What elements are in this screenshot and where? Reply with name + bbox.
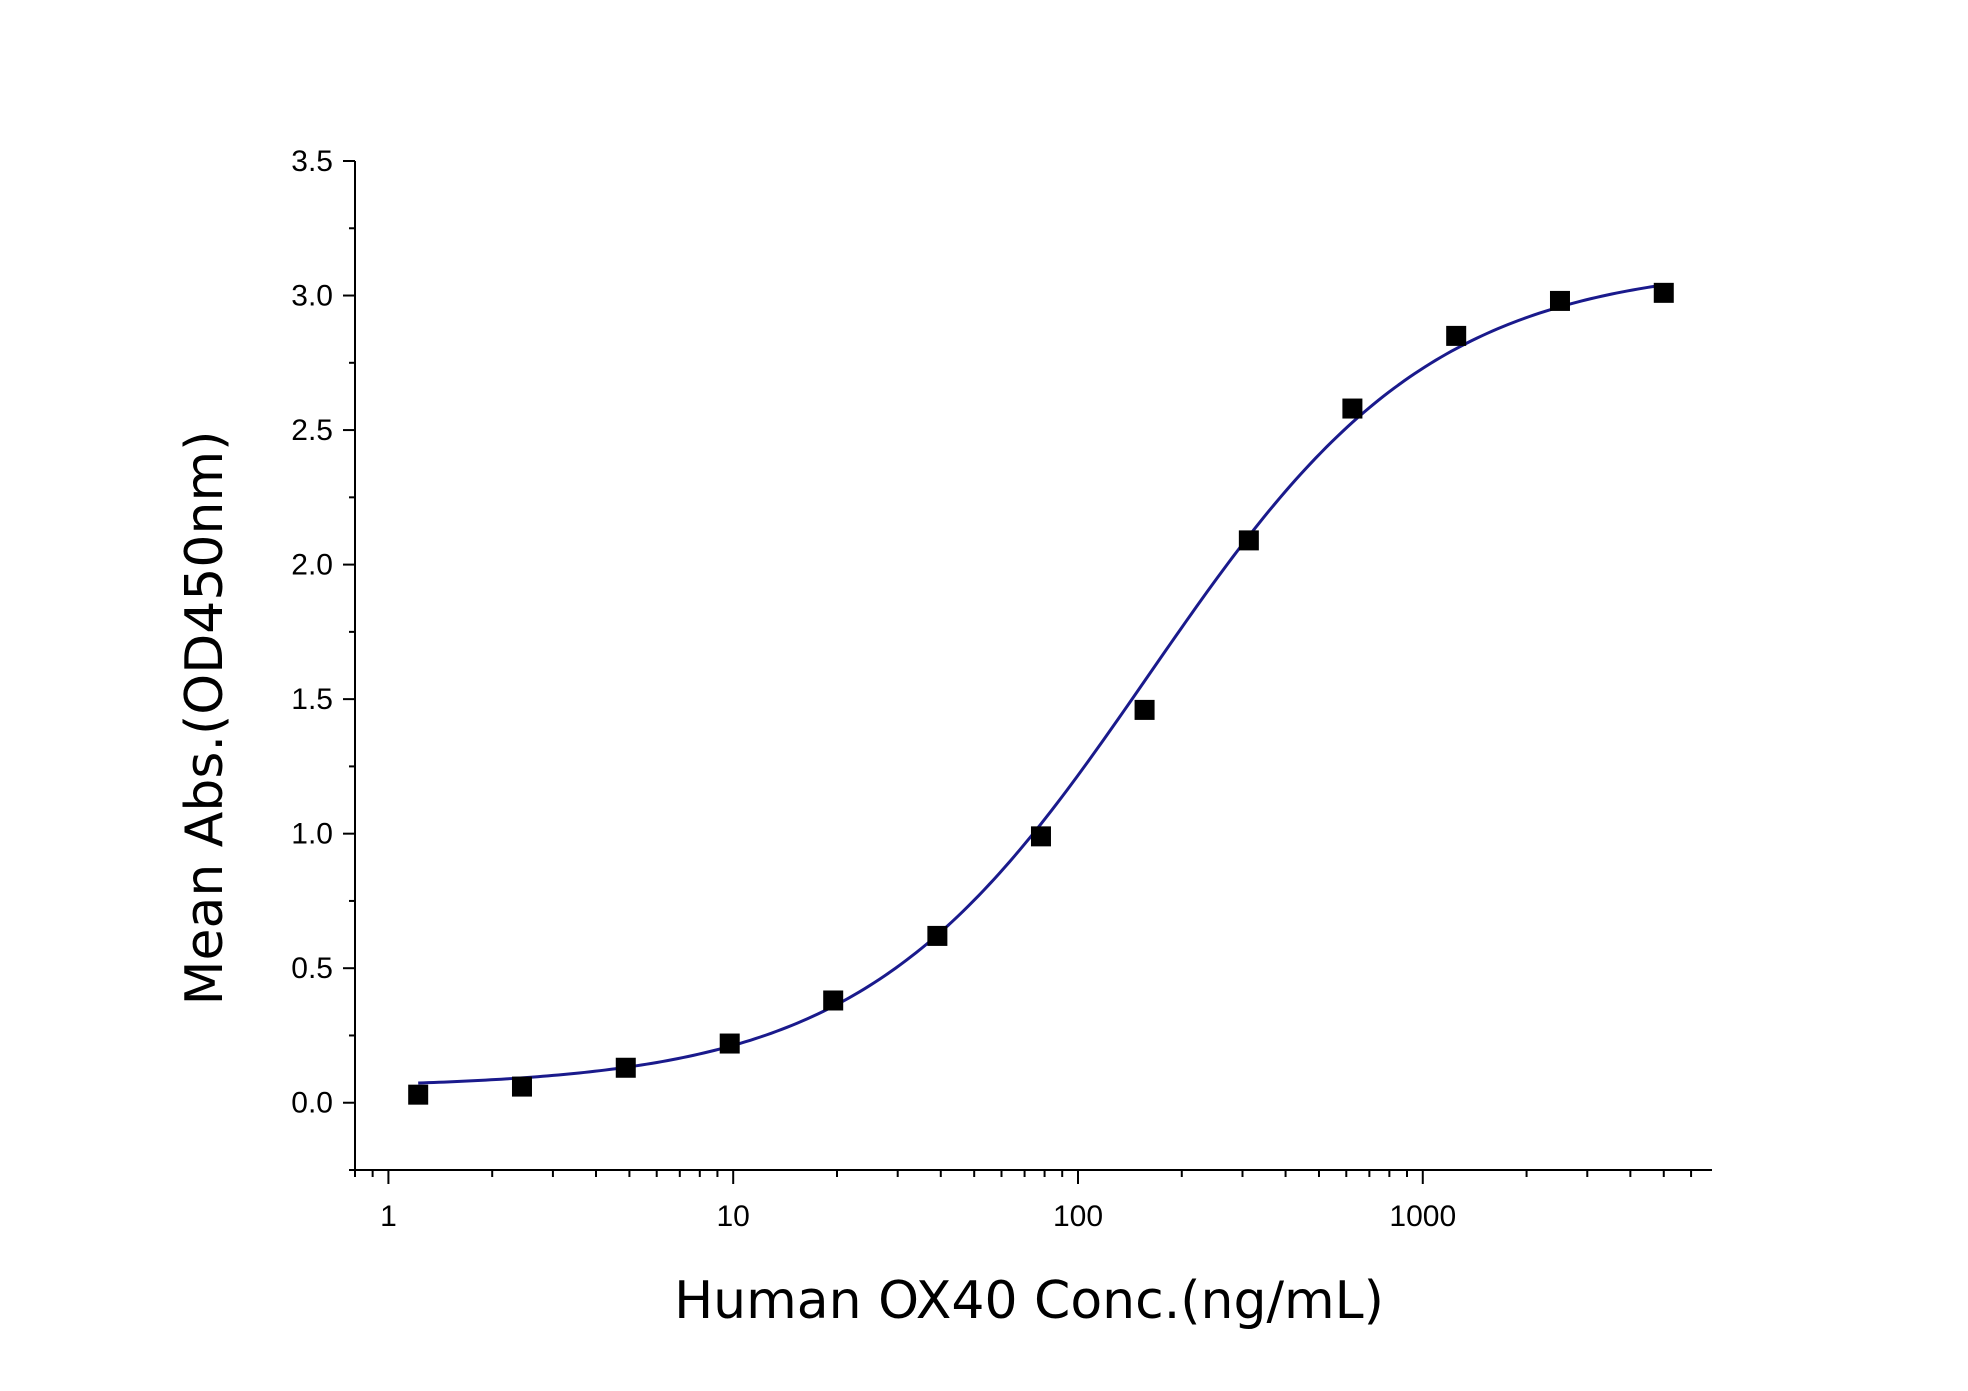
data-point: [615, 1057, 636, 1078]
y-axis-title: Mean Abs.(OD450nm): [175, 431, 235, 1006]
data-point: [1549, 290, 1570, 311]
x-tick-label: 1: [380, 1200, 397, 1233]
data-point: [408, 1084, 429, 1105]
x-tick-label: 10: [717, 1200, 750, 1233]
data-point: [823, 990, 844, 1011]
y-tick-label: 1.0: [291, 818, 333, 851]
y-tick-label: 3.5: [291, 145, 333, 178]
x-tick-label: 1000: [1389, 1200, 1456, 1233]
data-points-layer: [408, 282, 1674, 1105]
axes: 0.0 0.5 1.0 1.5 2.0 2.5 3.0 3.5 1 10 100 1000: [291, 145, 1712, 1233]
data-point: [1238, 530, 1259, 551]
y-tick-label: 3.0: [291, 280, 333, 313]
data-point: [927, 925, 948, 946]
data-point: [511, 1076, 532, 1097]
data-point: [1134, 699, 1155, 720]
y-tick-label: 2.5: [291, 414, 333, 447]
fit-curve-layer: [418, 283, 1664, 1085]
data-point: [1446, 325, 1467, 346]
fit-curve: [418, 283, 1664, 1085]
y-tick-label: 2.0: [291, 549, 333, 582]
y-tick-label: 0.0: [291, 1087, 333, 1120]
x-axis-title: Human OX40 Conc.(ng/mL): [674, 1271, 1384, 1331]
data-point: [1342, 398, 1363, 419]
y-tick-label: 0.5: [291, 952, 333, 985]
data-point: [1653, 282, 1674, 303]
x-tick-label: 100: [1053, 1200, 1103, 1233]
y-tick-label: 1.5: [291, 683, 333, 716]
data-point: [1030, 826, 1051, 847]
data-point: [719, 1033, 740, 1054]
